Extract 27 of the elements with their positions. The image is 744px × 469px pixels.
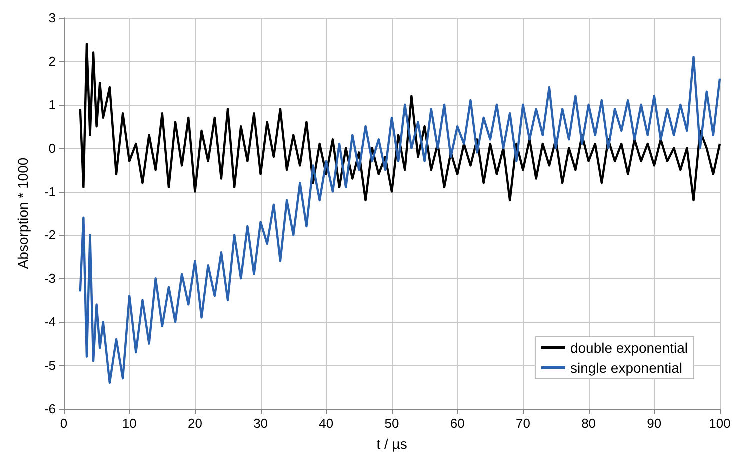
- y-axis-title: Absorption * 1000: [15, 158, 31, 270]
- y-tick-label: -1: [44, 184, 56, 200]
- x-tick-label: 100: [709, 416, 731, 431]
- x-tick-label: 50: [384, 416, 400, 431]
- x-tick-label: 10: [122, 416, 137, 431]
- y-tick-label: 2: [48, 54, 56, 69]
- y-tick-label: -3: [44, 271, 56, 286]
- line-series: [79, 56, 722, 384]
- legend-label: single exponential: [570, 360, 683, 376]
- x-tick-label: 90: [647, 416, 662, 431]
- x-tick-label: 20: [188, 416, 202, 431]
- y-tick-label: -6: [44, 402, 56, 416]
- x-tick-label: 0: [60, 416, 68, 431]
- x-tick-label: 80: [582, 416, 596, 431]
- y-tick-label: -2: [44, 228, 56, 243]
- x-axis-title: t / µs: [376, 436, 408, 452]
- y-tick-label: 3: [48, 10, 56, 26]
- x-tick-label: 60: [450, 416, 465, 431]
- y-tick-label: -5: [44, 358, 56, 374]
- x-tick-label: 40: [319, 416, 334, 431]
- y-tick-label: 1: [48, 97, 56, 112]
- legend-label: double exponential: [570, 340, 688, 356]
- y-tick-label: -4: [44, 314, 56, 330]
- x-tick-label: 30: [254, 416, 268, 431]
- line-series: [79, 42, 722, 202]
- y-tick-label: 0: [48, 140, 56, 156]
- x-tick-label: 70: [516, 416, 530, 431]
